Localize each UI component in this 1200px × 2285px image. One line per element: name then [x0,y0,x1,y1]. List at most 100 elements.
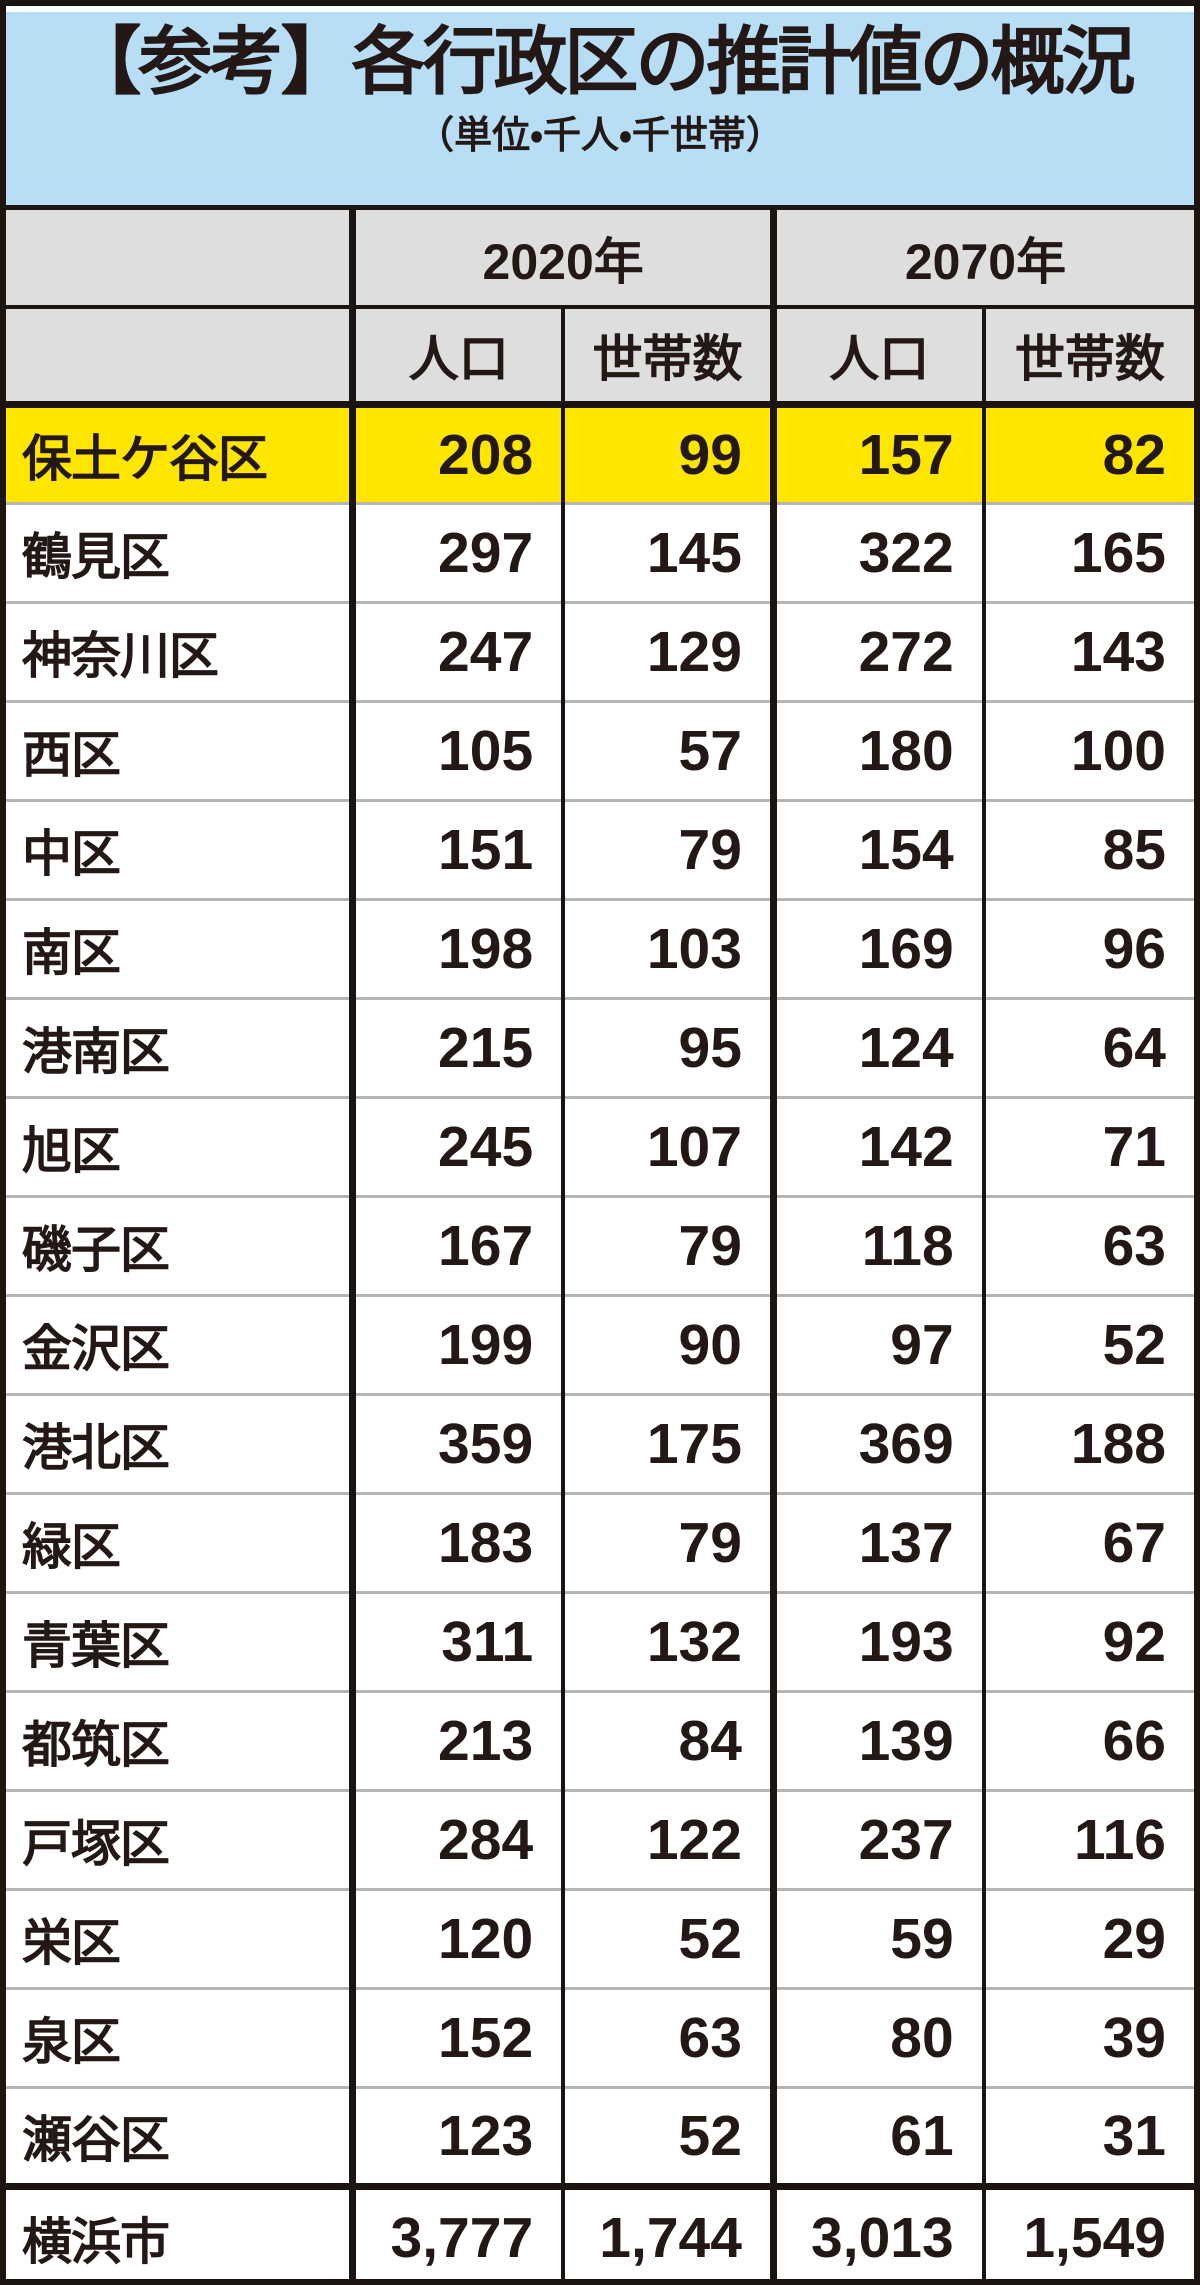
population-cell: 61 [769,2086,984,2187]
year-header-2070: 2070年 [769,210,1194,309]
households-cell: 1,549 [981,2183,1194,2279]
households-cell: 188 [981,1392,1194,1494]
title-block: 【参考】各行政区の推計値の概況 （単位・千人・千世帯） [6,12,1194,210]
ward-name-cell: 西区 [6,699,353,801]
population-cell: 247 [349,600,564,702]
population-cell: 167 [349,1194,564,1296]
households-cell: 79 [561,1492,774,1593]
households-cell: 1,744 [561,2183,774,2279]
population-cell: 139 [769,1690,984,1791]
table-row: 瀬谷区 123 52 61 31 [6,2086,1194,2187]
highlighted-table-row: 保土ケ谷区 208 99 157 82 [6,404,1194,504]
ward-name-cell: 都筑区 [6,1690,353,1791]
households-cell: 107 [561,1095,774,1197]
year-header-row: 2020年 2070年 [6,210,1194,309]
households-cell: 85 [981,798,1194,900]
households-cell: 67 [981,1492,1194,1593]
households-cell: 92 [981,1591,1194,1692]
households-cell: 52 [561,1888,774,1989]
ward-projection-table: 2020年 2070年 人口 世帯数 人口 世帯数 保土ケ谷区 208 99 157 8… [6,210,1194,2279]
households-cell: 95 [561,996,774,1098]
table-row: 港北区 359 175 369 188 [6,1392,1194,1494]
households-cell: 52 [561,2086,774,2187]
ward-name-cell: 戸塚区 [6,1789,353,1890]
households-cell: 99 [561,404,774,504]
ward-name-cell: 港北区 [6,1392,353,1494]
households-cell: 122 [561,1789,774,1890]
households-cell: 143 [981,600,1194,702]
households-cell: 116 [981,1789,1194,1890]
households-cell: 64 [981,996,1194,1098]
table-row: 南区 198 103 169 96 [6,897,1194,999]
population-cell: 169 [769,897,984,999]
ward-name-cell: 磯子区 [6,1194,353,1296]
households-cell: 165 [981,501,1194,603]
table-row: 鶴見区 297 145 322 165 [6,501,1194,603]
population-cell: 137 [769,1492,984,1593]
households-cell: 79 [561,798,774,900]
households-cell: 132 [561,1591,774,1692]
population-cell: 118 [769,1194,984,1296]
sub-header-row: 人口 世帯数 人口 世帯数 [6,307,1194,408]
population-cell: 124 [769,996,984,1098]
corner-cell [6,307,353,408]
table-row: 戸塚区 284 122 237 116 [6,1789,1194,1890]
households-cell: 96 [981,897,1194,999]
households-cell: 52 [981,1293,1194,1395]
ward-name-cell: 横浜市 [6,2183,353,2279]
population-cell: 152 [349,1987,564,2088]
ward-name-cell: 南区 [6,897,353,999]
population-cell: 208 [349,404,564,504]
table-row: 青葉区 311 132 193 92 [6,1591,1194,1692]
ward-name-cell: 保土ケ谷区 [6,404,353,504]
population-cell: 359 [349,1392,564,1494]
table-header: 2020年 2070年 人口 世帯数 人口 世帯数 [6,210,1194,408]
households-cell: 29 [981,1888,1194,1989]
population-cell: 215 [349,996,564,1098]
households-cell: 57 [561,699,774,801]
population-cell: 154 [769,798,984,900]
households-cell: 100 [981,699,1194,801]
population-cell: 297 [349,501,564,603]
total-row: 横浜市 3,777 1,744 3,013 1,549 [6,2183,1194,2279]
population-cell: 183 [349,1492,564,1593]
table-row: 神奈川区 247 129 272 143 [6,600,1194,702]
ward-name-cell: 鶴見区 [6,501,353,603]
table-row: 泉区 152 63 80 39 [6,1987,1194,2088]
table-body: 保土ケ谷区 208 99 157 82 鶴見区 297 145 322 165 神奈川区 247 129… [6,404,1194,2279]
ward-name-cell: 緑区 [6,1492,353,1593]
households-header-2020: 世帯数 [561,307,774,408]
table-row: 中区 151 79 154 85 [6,798,1194,900]
ward-name-cell: 旭区 [6,1095,353,1197]
population-cell: 59 [769,1888,984,1989]
households-header-2070: 世帯数 [981,307,1194,408]
ward-name-cell: 泉区 [6,1987,353,2088]
table-row: 旭区 245 107 142 71 [6,1095,1194,1197]
households-cell: 66 [981,1690,1194,1791]
households-cell: 103 [561,897,774,999]
population-cell: 120 [349,1888,564,1989]
population-cell: 193 [769,1591,984,1692]
population-cell: 369 [769,1392,984,1494]
population-cell: 80 [769,1987,984,2088]
table-row: 栄区 120 52 59 29 [6,1888,1194,1989]
population-header-2020: 人口 [349,307,564,408]
population-cell: 213 [349,1690,564,1791]
ward-name-cell: 港南区 [6,996,353,1098]
ward-name-cell: 神奈川区 [6,600,353,702]
households-cell: 63 [981,1194,1194,1296]
table-row: 緑区 183 79 137 67 [6,1492,1194,1593]
population-cell: 245 [349,1095,564,1197]
ward-name-cell: 中区 [6,798,353,900]
population-cell: 198 [349,897,564,999]
households-cell: 90 [561,1293,774,1395]
households-cell: 39 [981,1987,1194,2088]
population-cell: 237 [769,1789,984,1890]
households-cell: 79 [561,1194,774,1296]
households-cell: 175 [561,1392,774,1494]
ward-name-cell: 青葉区 [6,1591,353,1692]
table-row: 都筑区 213 84 139 66 [6,1690,1194,1791]
table-row: 磯子区 167 79 118 63 [6,1194,1194,1296]
households-cell: 145 [561,501,774,603]
